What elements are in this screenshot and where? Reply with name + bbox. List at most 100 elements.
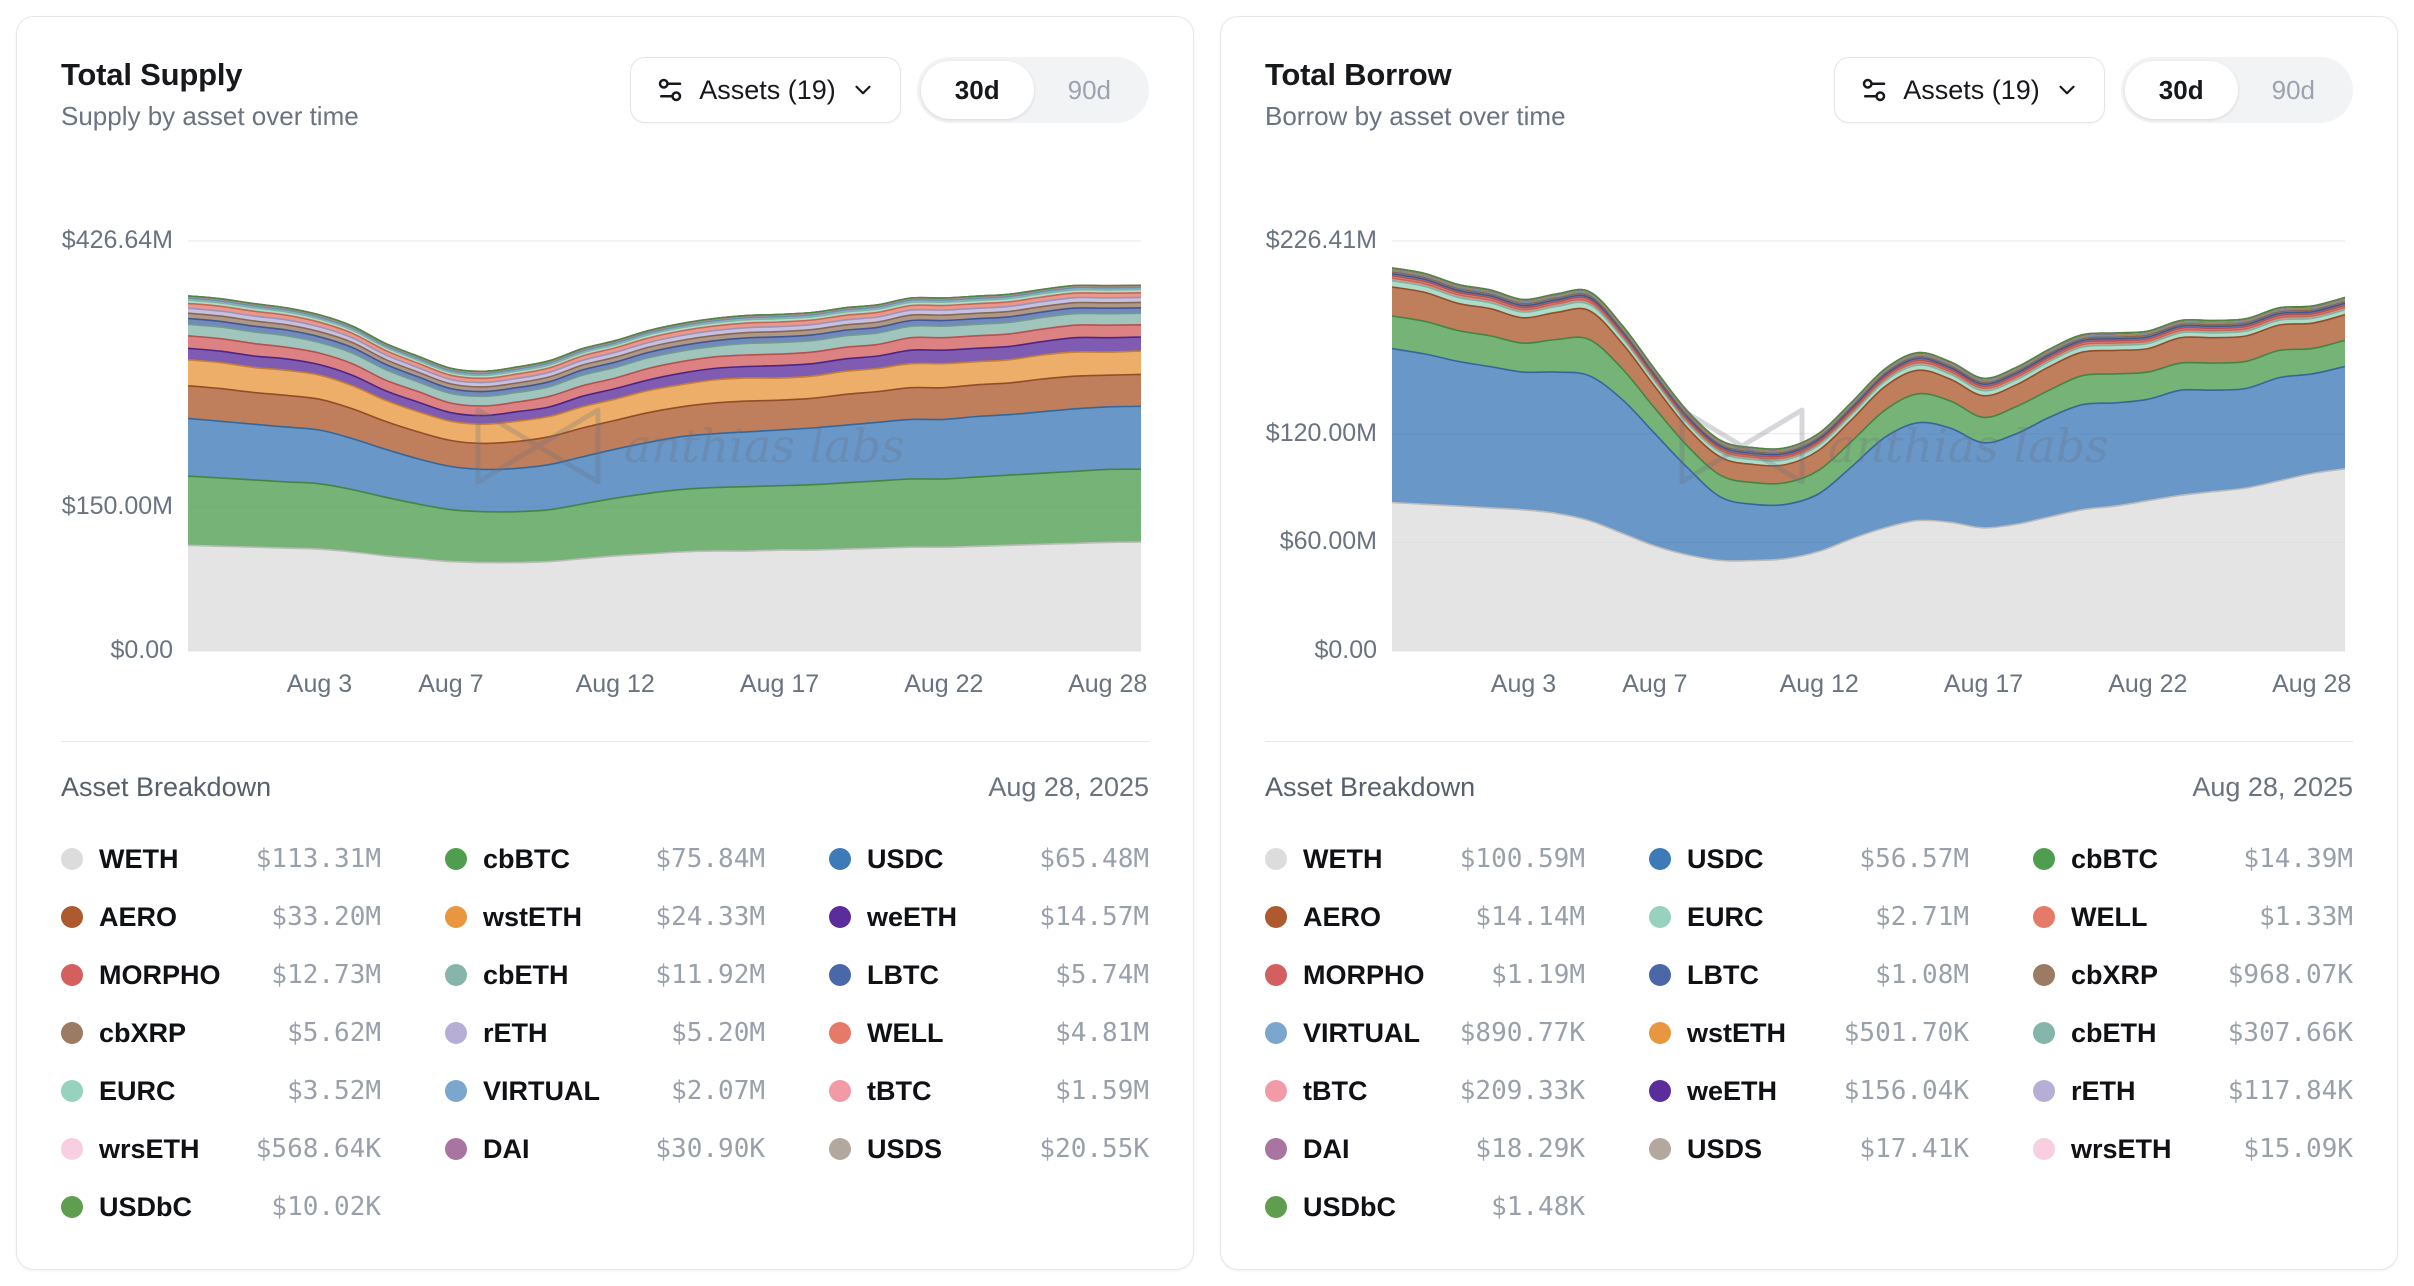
y-axis-tick-label: $120.00M [1265,418,1377,447]
breakdown-date: Aug 28, 2025 [988,772,1149,802]
asset-name: USDbC [99,1191,192,1222]
legend-item-WETH: WETH $113.31M [61,841,381,877]
asset-value: $1.19M [1491,960,1585,990]
asset-color-dot [1649,1138,1671,1160]
asset-name: EURC [1687,901,1764,932]
assets-filter-button[interactable]: Assets (19) [630,57,901,123]
asset-color-dot [445,1022,467,1044]
borrow-asset-legend: WETH $100.59M USDC $56.57M cbBTC $14.39M AERO $… [1265,841,2353,1225]
asset-name: VIRTUAL [1303,1017,1420,1048]
card-subtitle: Borrow by asset over time [1265,101,1566,131]
asset-value: $15.09K [2243,1134,2353,1164]
legend-item-tBTC: tBTC $209.33K [1265,1073,1585,1109]
range-30d[interactable]: 30d [920,61,1034,119]
legend-item-VIRTUAL: VIRTUAL $890.77K [1265,1015,1585,1051]
asset-value: $30.90K [655,1134,765,1164]
x-axis-tick-label: Aug 22 [904,670,984,698]
asset-value: $14.39M [2243,844,2353,874]
range-90d[interactable]: 90d [2271,74,2315,105]
asset-color-dot [445,1138,467,1160]
legend-item-wrsETH: wrsETH $568.64K [61,1131,381,1167]
asset-value: $501.70K [1843,1018,1969,1048]
supply-card-header: Total Supply Supply by asset over time A… [61,57,1149,132]
asset-name: AERO [1303,901,1382,932]
asset-color-dot [829,1138,851,1160]
legend-item-USDbC: USDbC $1.48K [1265,1189,1585,1225]
asset-color-dot [829,1022,851,1044]
asset-value: $968.07K [2227,960,2353,990]
legend-item-EURC: EURC $3.52M [61,1073,381,1109]
asset-name: WETH [1303,843,1383,874]
asset-name: cbXRP [99,1017,187,1048]
legend-item-cbXRP: cbXRP $968.07K [2033,957,2353,993]
asset-name: cbBTC [2071,843,2158,874]
asset-color-dot [1265,1138,1287,1160]
asset-value: $14.14M [1475,902,1585,932]
asset-name: cbXRP [2071,959,2159,990]
legend-item-cbETH: cbETH $307.66K [2033,1015,2353,1051]
asset-value: $65.48M [1039,844,1149,874]
asset-value: $113.31M [255,844,381,874]
asset-name: WELL [2071,901,2148,932]
borrow-stacked-area-chart[interactable]: anthias labs [1392,236,2345,656]
legend-item-USDC: USDC $65.48M [829,841,1149,877]
asset-name: rETH [483,1017,548,1048]
asset-name: USDS [1687,1133,1763,1164]
asset-color-dot [829,1080,851,1102]
breakdown-date: Aug 28, 2025 [2192,772,2353,802]
asset-value: $11.92M [655,960,765,990]
asset-color-dot [1265,964,1287,986]
asset-name: cbBTC [483,843,570,874]
x-axis-tick-label: Aug 28 [2272,670,2352,698]
legend-item-wstETH: wstETH $24.33M [445,899,765,935]
asset-name: LBTC [867,959,939,990]
asset-value: $1.33M [2259,902,2353,932]
asset-color-dot [61,848,83,870]
range-30d[interactable]: 30d [2124,61,2238,119]
asset-color-dot [1265,1080,1287,1102]
borrow-card-header: Total Borrow Borrow by asset over time A… [1265,57,2353,132]
asset-value: $20.55K [1039,1134,1149,1164]
asset-name: DAI [1303,1133,1350,1164]
range-toggle: 30d 90d [2120,57,2353,123]
asset-name: tBTC [1303,1075,1368,1106]
asset-value: $2.71M [1875,902,1969,932]
x-axis-tick-label: Aug 28 [1068,670,1148,698]
page-title: Total Borrow [1265,57,1452,92]
asset-name: tBTC [867,1075,932,1106]
range-90d[interactable]: 90d [1067,74,1111,105]
legend-item-tBTC: tBTC $1.59M [829,1073,1149,1109]
asset-name: WELL [867,1017,944,1048]
asset-color-dot [1265,1022,1287,1044]
total-supply-card: Total Supply Supply by asset over time A… [16,16,1194,1270]
asset-value: $5.20M [671,1018,765,1048]
asset-value: $1.59M [1055,1076,1149,1106]
asset-name: WETH [99,843,179,874]
asset-value: $5.74M [1055,960,1149,990]
asset-value: $3.52M [287,1076,381,1106]
asset-color-dot [61,964,83,986]
asset-value: $100.59M [1459,844,1585,874]
anthias-labs-watermark: anthias labs [475,407,905,485]
supply-stacked-area-chart[interactable]: anthias labs [188,236,1141,656]
legend-item-DAI: DAI $30.90K [445,1131,765,1167]
asset-color-dot [445,906,467,928]
asset-value: $1.48K [1491,1192,1585,1222]
y-axis-tick-label: $0.00 [1314,636,1377,664]
asset-color-dot [1649,1080,1671,1102]
y-axis-tick-label: $60.00M [1279,527,1377,556]
asset-value: $5.62M [287,1018,381,1048]
assets-filter-button[interactable]: Assets (19) [1834,57,2105,123]
legend-item-weETH: weETH $14.57M [829,899,1149,935]
legend-item-EURC: EURC $2.71M [1649,899,1969,935]
divider [61,741,1149,742]
asset-color-dot [2033,1138,2055,1160]
asset-value: $2.07M [671,1076,765,1106]
asset-color-dot [61,1196,83,1218]
asset-value: $156.04K [1843,1076,1969,1106]
breakdown-title: Asset Breakdown [1265,772,1476,802]
asset-name: USDS [867,1133,943,1164]
asset-color-dot [61,1080,83,1102]
card-subtitle: Supply by asset over time [61,101,359,131]
x-axis-tick-label: Aug 3 [1490,670,1557,698]
